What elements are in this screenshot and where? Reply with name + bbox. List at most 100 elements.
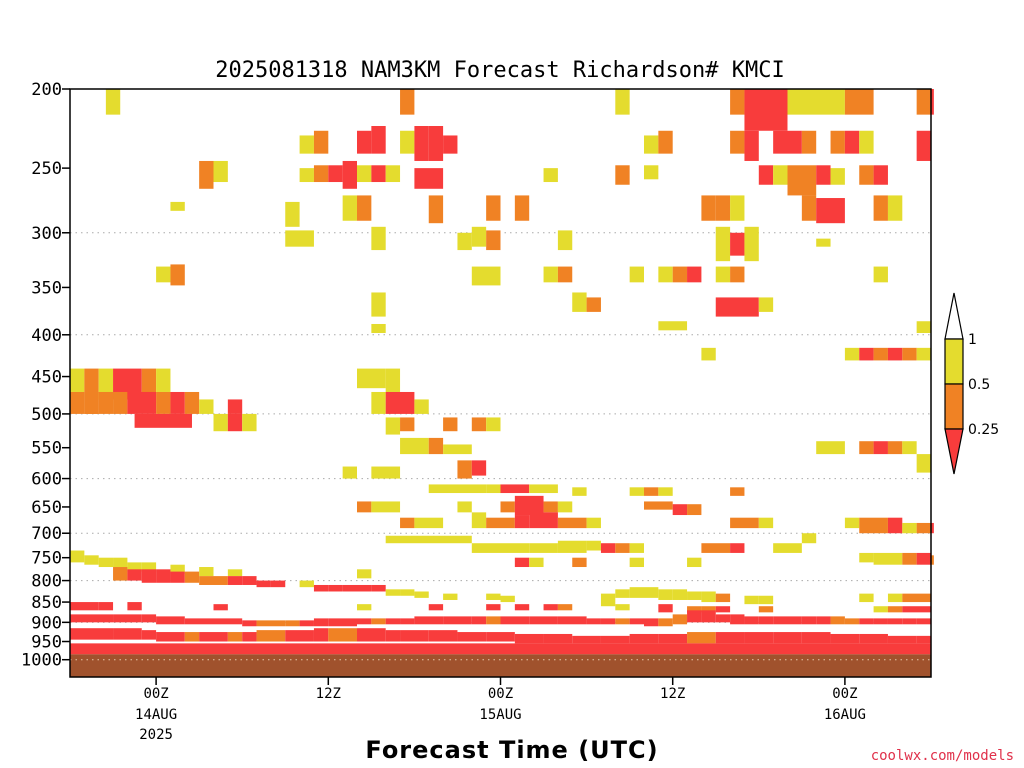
ri-cell [514,495,544,516]
ri-cell [213,160,228,183]
ri-cell [931,89,934,115]
ri-cell [385,535,472,544]
ri-cell [816,238,831,247]
ri-cell [270,580,286,588]
ri-cell [400,618,415,625]
ri-cell [715,632,745,644]
ri-cell [801,533,817,544]
ri-cell [773,632,802,644]
ri-cell [70,550,85,563]
ri-cell [371,323,386,334]
ri-cell [471,417,487,432]
ri-cell [414,616,444,625]
ri-cell [730,266,745,283]
ri-cell [687,606,702,613]
ri-cell [105,89,121,115]
ri-cell [443,593,458,600]
ri-cell [400,89,415,115]
ri-cell [313,165,329,183]
ri-cell [70,368,85,392]
ri-cell [773,616,788,625]
ri-cell [256,630,286,642]
ri-cell [658,589,673,600]
ri-cell [141,562,157,572]
ri-cell [471,512,487,529]
ri-cell [156,266,171,283]
ri-cell [687,591,702,600]
ri-cell [227,569,243,577]
ri-cell [385,165,401,183]
ri-cell [715,593,731,603]
colorbar-tick-label: 0.25 [968,422,999,438]
ri-cell [816,165,831,185]
ri-cell [658,633,688,644]
ri-cell [514,633,544,644]
ri-cell [557,501,573,513]
ri-cell [199,160,214,189]
ri-cell [801,130,817,154]
ri-cell [113,628,142,640]
credit-link[interactable]: coolwx.com/models [871,748,1014,764]
ri-cell [428,630,458,642]
ri-cell [385,417,401,435]
ri-cell [199,567,214,577]
ri-cell [873,618,888,625]
ri-cell [529,616,558,625]
ri-cell [859,618,874,625]
ri-cell [357,584,372,592]
ri-cell [371,584,386,592]
ri-cell [730,543,745,553]
ri-cell [514,557,530,568]
ri-cell [357,195,372,221]
ri-cell [586,297,601,312]
ri-cell [184,571,200,583]
y-tick-label: 1000 [21,651,62,671]
ri-cell [572,487,587,496]
ri-cell [70,602,99,611]
ri-cell [758,595,774,605]
ri-cell [156,616,185,625]
ri-cell [471,543,530,553]
ri-cell [687,632,716,644]
ri-cell [701,543,731,553]
ri-cell [730,517,759,529]
ri-cell [371,501,401,513]
ri-cell [644,618,659,627]
ri-cell [70,643,931,655]
ri-cell [758,297,774,312]
ri-cell [873,606,888,613]
ri-cell [486,195,501,221]
x-tick-date: 14AUG [135,707,177,723]
ri-cell [916,635,931,644]
ri-cell [730,195,745,221]
ri-cell [916,522,931,534]
ri-cell [486,593,501,600]
ri-cell [285,630,314,642]
ri-cell [887,593,903,603]
ri-cell [902,347,917,361]
ri-cell [916,618,931,625]
ri-cell [801,616,817,625]
ri-cell [658,487,673,496]
ri-cell [859,552,874,563]
ri-cell [141,630,157,640]
ri-cell [428,126,444,161]
y-tick-label: 900 [31,613,62,633]
ri-cell [400,437,429,455]
ri-cell [557,230,573,251]
ri-cell [471,460,487,476]
y-tick-label: 600 [31,470,62,490]
ri-cell [227,399,243,414]
ri-cell [400,630,429,642]
ri-cell [715,614,731,623]
ri-cell [787,89,845,115]
ri-cell [371,292,386,317]
y-tick-label: 750 [31,549,62,569]
ri-cell [572,635,601,644]
ri-cell [443,417,458,432]
ri-cell [701,591,716,603]
ri-cell [127,562,142,572]
ri-cell [357,130,372,154]
ri-cell [902,522,917,534]
